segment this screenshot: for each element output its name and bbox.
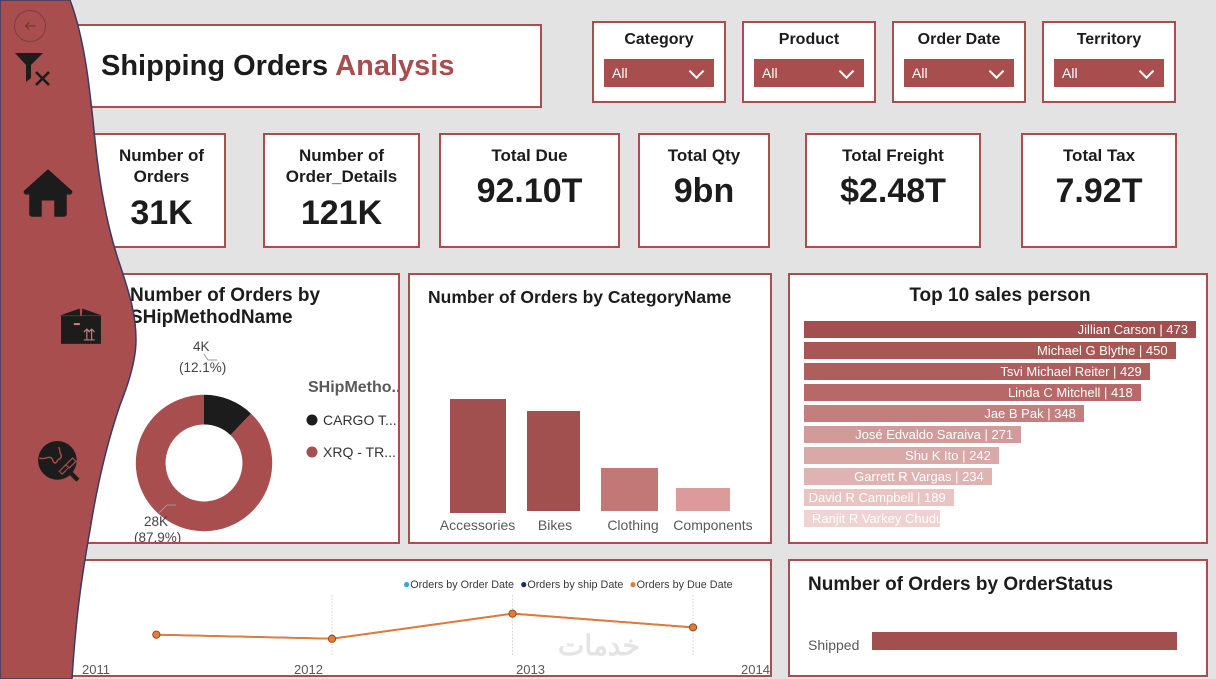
svg-text:4K: 4K [193,340,210,354]
svg-text:(87.9%): (87.9%) [134,530,181,544]
svg-text:SHipMetho...: SHipMetho... [308,379,400,396]
svg-text:(12.1%): (12.1%) [179,360,226,375]
svg-text:28K: 28K [144,514,168,529]
svg-text:XRQ - TR...: XRQ - TR... [323,444,396,460]
svg-text:CARGO T...: CARGO T... [323,412,397,428]
